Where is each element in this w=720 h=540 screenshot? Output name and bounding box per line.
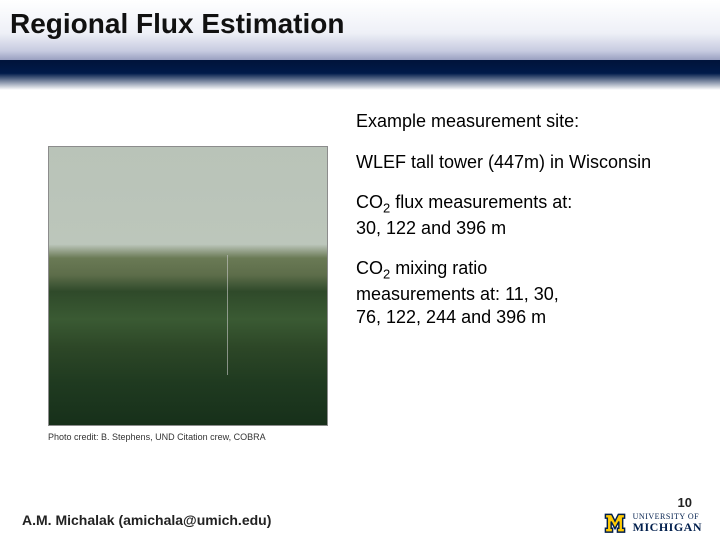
university-wordmark: UNIVERSITY OF MICHIGAN [633,513,702,533]
co2-flux-heights: 30, 122 and 396 m [356,218,506,238]
co2-flux-rest: flux measurements at: [390,192,572,212]
wlef-line: WLEF tall tower (447m) in Wisconsin [356,151,720,174]
slide: Regional Flux Estimation Photo credit: B… [0,0,720,540]
logo-line2: MICHIGAN [633,521,702,533]
co2-mix-co: CO [356,258,383,278]
author-line: A.M. Michalak (amichala@umich.edu) [22,512,271,528]
university-logo: UNIVERSITY OF MICHIGAN [603,510,702,536]
example-site-line: Example measurement site: [356,110,720,133]
page-number: 10 [678,495,692,510]
co2-mix-rest: mixing ratio [390,258,487,278]
tower-photo [48,146,328,426]
title-underbar [0,62,720,90]
co2-flux-co: CO [356,192,383,212]
co2-mix-line3: 76, 122, 244 and 396 m [356,307,546,327]
co2-mix-block: CO2 mixing ratio measurements at: 11, 30… [356,257,720,328]
photo-credit: Photo credit: B. Stephens, UND Citation … [48,432,266,442]
content-area: Photo credit: B. Stephens, UND Citation … [0,92,720,492]
body-text: Example measurement site: WLEF tall towe… [356,110,720,346]
block-m-icon [603,511,627,535]
title-band: Regional Flux Estimation [0,0,720,62]
co2-mix-line2: measurements at: 11, 30, [356,284,559,304]
co2-flux-block: CO2 flux measurements at: 30, 122 and 39… [356,191,720,239]
footer: A.M. Michalak (amichala@umich.edu) 10 UN… [0,492,720,540]
slide-title: Regional Flux Estimation [10,8,710,40]
